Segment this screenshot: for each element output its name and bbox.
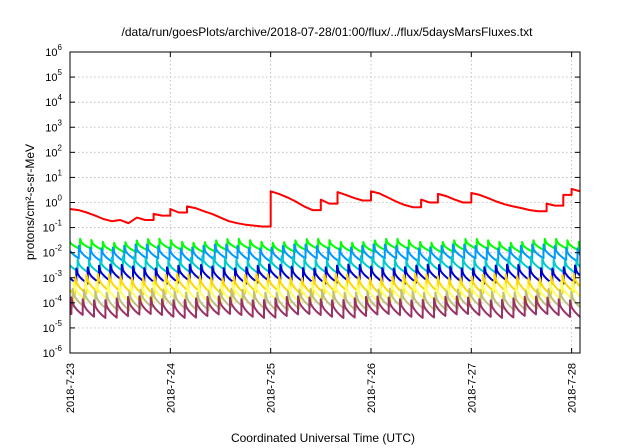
- y-tick-label: 103: [45, 118, 62, 134]
- series-line: [70, 263, 580, 285]
- y-tick-label: 10-4: [43, 294, 63, 310]
- y-tick-label: 10-2: [43, 244, 63, 260]
- grid: [70, 52, 580, 353]
- y-tick-label: 104: [45, 93, 62, 109]
- series-line: [70, 243, 580, 264]
- x-tick-label: 2018-7-27: [466, 363, 478, 413]
- y-tick-label: 100: [45, 194, 62, 210]
- y-axis-title: protons/cm²-s-sr-MeV: [23, 144, 37, 260]
- x-tick-labels: 2018-7-23 2018-7-24 2018-7-25 2018-7-26 2018…: [65, 363, 579, 413]
- y-tick-label: 101: [45, 168, 62, 184]
- y-tick-labels: 10-6 10-5 10-4 10-3 10-2 10-1 100 101 102 103 104 1…: [43, 43, 63, 360]
- y-tick-label: 106: [45, 43, 62, 59]
- series-line: [70, 237, 580, 254]
- y-tick-label: 102: [45, 143, 62, 159]
- series-line: [70, 287, 580, 312]
- x-tick-label: 2018-7-24: [165, 363, 177, 413]
- series-line: [70, 255, 580, 275]
- y-tick-label: 10-1: [43, 219, 63, 235]
- series-line: [70, 295, 580, 319]
- y-tick-label: 10-6: [43, 344, 63, 360]
- y-tick-label: 10-3: [43, 269, 63, 285]
- series-group: [70, 187, 580, 319]
- y-tick-label: 10-5: [43, 319, 63, 335]
- y-tick-label: 105: [45, 68, 62, 84]
- chart-title: /data/run/goesPlots/archive/2018-07-28/0…: [122, 25, 534, 39]
- series-line: [70, 187, 580, 228]
- x-tick-label: 2018-7-25: [266, 363, 278, 413]
- x-axis-title: Coordinated Universal Time (UTC): [231, 431, 415, 445]
- x-tick-label: 2018-7-26: [366, 363, 378, 413]
- x-tick-label: 2018-7-23: [65, 363, 77, 413]
- x-tick-label: 2018-7-28: [567, 363, 579, 413]
- ticks: [69, 51, 580, 354]
